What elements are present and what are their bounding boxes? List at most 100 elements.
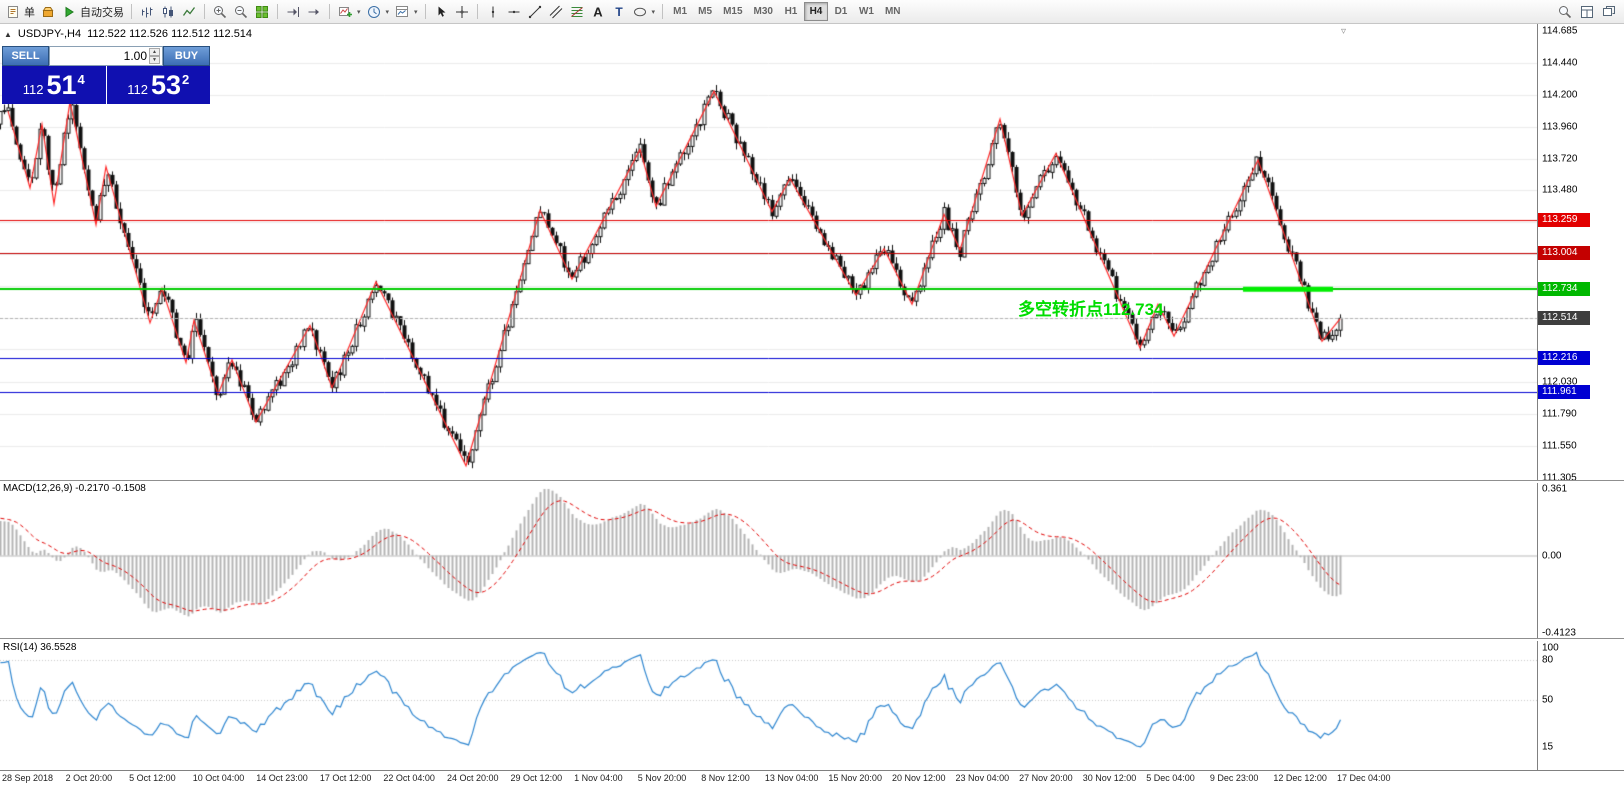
search-icon xyxy=(1557,4,1573,20)
rsi-axis-label: 80 xyxy=(1542,654,1554,666)
buy-price-frac: 2 xyxy=(182,72,190,87)
search-button[interactable] xyxy=(1555,2,1575,22)
time-axis-label: 13 Nov 04:00 xyxy=(764,773,819,783)
new-order-button[interactable]: 单 xyxy=(3,2,37,22)
toolbar-separator xyxy=(662,4,664,19)
dropdown-caret-icon[interactable]: ▾ xyxy=(414,8,418,16)
window-cascade-icon xyxy=(1601,4,1617,20)
timeframe-m15[interactable]: M15 xyxy=(718,2,747,21)
toolbar-separator xyxy=(131,4,132,19)
trendline-button[interactable] xyxy=(525,2,545,22)
dropdown-caret-icon[interactable]: ▾ xyxy=(385,8,390,16)
new-order-label: 单 xyxy=(24,6,35,19)
autotrading-label: 自动交易 xyxy=(80,6,124,19)
horizontal-line-button[interactable] xyxy=(504,2,524,22)
time-axis-label: 24 Oct 20:00 xyxy=(446,773,499,783)
autotrading-button[interactable]: 自动交易 xyxy=(59,2,126,22)
vertical-line-button[interactable] xyxy=(483,2,503,22)
sell-price-frac: 4 xyxy=(77,72,85,87)
periods-button[interactable]: ▾ xyxy=(364,2,392,22)
main-toolbar: 单 自动交易 ▾ ▾ ▾ xyxy=(0,0,1624,24)
chart-ohlc-values: 112.522 112.526 112.512 112.514 xyxy=(87,28,253,40)
price-axis-tick: 112.030 xyxy=(1542,376,1578,388)
timeframe-mn[interactable]: MN xyxy=(880,2,906,21)
zoom-in-button[interactable] xyxy=(210,2,230,22)
time-axis[interactable]: 28 Sep 2018 2 Oct 20:00 5 Oct 12:00 10 Oct … xyxy=(0,770,1624,786)
cursor-button[interactable] xyxy=(431,2,451,22)
timeframe-h4[interactable]: H4 xyxy=(803,2,828,21)
timeframe-m1[interactable]: M1 xyxy=(668,2,692,21)
toolbox-button[interactable] xyxy=(38,2,58,22)
text-tool-button[interactable]: A xyxy=(588,2,608,22)
volume-up-icon[interactable]: ▲ xyxy=(149,48,160,56)
window-tile-button[interactable] xyxy=(1577,2,1597,22)
volume-stepper[interactable]: ▲ ▼ xyxy=(149,48,160,64)
horizontal-line-icon xyxy=(506,4,522,20)
play-icon xyxy=(61,4,77,20)
pivot-annotation-text[interactable]: 多空转折点112.734 xyxy=(1018,300,1164,319)
tile-windows-button[interactable] xyxy=(252,2,272,22)
new-chart-button[interactable]: ▾ xyxy=(335,2,363,22)
vertical-line-icon xyxy=(485,4,501,20)
shapes-button[interactable]: ▾ xyxy=(630,2,658,22)
chart-ohlc-readout: ▲ USDJPY-,H4 112.522 112.526 112.512 112… xyxy=(4,28,252,40)
toolbar-separator xyxy=(424,4,426,19)
timeframe-m5[interactable]: M5 xyxy=(693,2,717,21)
timeframe-w1[interactable]: W1 xyxy=(854,2,879,21)
dropdown-caret-icon[interactable]: ▾ xyxy=(357,8,361,16)
time-axis-label: 9 Dec 23:00 xyxy=(1209,773,1259,783)
cursor-icon xyxy=(433,4,449,20)
window-tile-icon xyxy=(1579,4,1595,20)
sell-button[interactable]: SELL xyxy=(2,46,49,66)
equidistant-channel-button[interactable] xyxy=(546,2,566,22)
price-axis[interactable]: 114.685 114.440 114.200 113.960 113.720 113.4… xyxy=(1537,24,1624,770)
timeframe-m30[interactable]: M30 xyxy=(749,2,778,21)
volume-field[interactable]: 1.00 ▲ ▼ xyxy=(49,46,163,66)
panel-separator[interactable] xyxy=(0,480,1624,483)
sell-price-display[interactable]: 112 51 4 xyxy=(2,66,106,104)
candlestick-chart-icon xyxy=(160,4,176,20)
price-axis-tick: 111.305 xyxy=(1542,472,1577,484)
candlestick-chart-button[interactable] xyxy=(158,2,178,22)
tile-windows-icon xyxy=(254,4,270,20)
price-axis-tick: 114.685 xyxy=(1542,25,1578,37)
volume-down-icon[interactable]: ▼ xyxy=(149,56,160,64)
bar-chart-button[interactable] xyxy=(137,2,157,22)
window-cascade-button[interactable] xyxy=(1599,2,1619,22)
trade-panel-toggle-icon[interactable]: ▲ xyxy=(4,29,12,39)
svg-text:A: A xyxy=(593,4,603,19)
time-axis-label: 5 Oct 12:00 xyxy=(129,773,176,783)
zoom-out-button[interactable] xyxy=(231,2,251,22)
price-tag: 112.216 xyxy=(1538,350,1590,365)
price-axis-tick: 111.550 xyxy=(1542,440,1577,452)
macd-axis-max: 0.361 xyxy=(1542,483,1568,495)
price-tag: 112.514 xyxy=(1538,311,1590,326)
toolbar-separator xyxy=(476,4,478,19)
chart-symbol-period: USDJPY-,H4 xyxy=(17,28,82,40)
buy-price-pips: 53 xyxy=(150,69,182,100)
chart-shift-marker[interactable]: ▿ xyxy=(1341,26,1347,37)
time-axis-label: 20 Nov 12:00 xyxy=(891,773,946,783)
chart-window: ▲ USDJPY-,H4 112.522 112.526 112.512 112… xyxy=(0,24,1624,786)
timeframe-h1[interactable]: H1 xyxy=(779,2,803,21)
chart-profile-icon xyxy=(394,4,410,20)
time-axis-label: 15 Nov 20:00 xyxy=(828,773,882,783)
price-tag: 113.259 xyxy=(1538,212,1590,227)
chart-profile-button[interactable]: ▾ xyxy=(392,2,420,22)
dropdown-caret-icon[interactable]: ▾ xyxy=(651,8,656,16)
fibonacci-button[interactable] xyxy=(567,2,587,22)
timeframe-d1[interactable]: D1 xyxy=(829,2,853,21)
price-chart-canvas[interactable] xyxy=(0,24,1537,770)
auto-scroll-button[interactable] xyxy=(304,2,324,22)
crosshair-button[interactable] xyxy=(452,2,472,22)
price-tag: 112.734 xyxy=(1538,282,1590,297)
buy-button[interactable]: BUY xyxy=(163,46,210,66)
line-chart-button[interactable] xyxy=(179,2,199,22)
shapes-icon xyxy=(632,4,648,20)
chart-shift-button[interactable] xyxy=(283,2,303,22)
buy-price-display[interactable]: 112 53 2 xyxy=(106,66,210,104)
toolbar-separator xyxy=(329,4,330,19)
time-axis-label: 2 Oct 20:00 xyxy=(65,773,113,783)
panel-separator[interactable] xyxy=(0,638,1624,641)
label-tool-button[interactable]: T xyxy=(609,2,629,22)
